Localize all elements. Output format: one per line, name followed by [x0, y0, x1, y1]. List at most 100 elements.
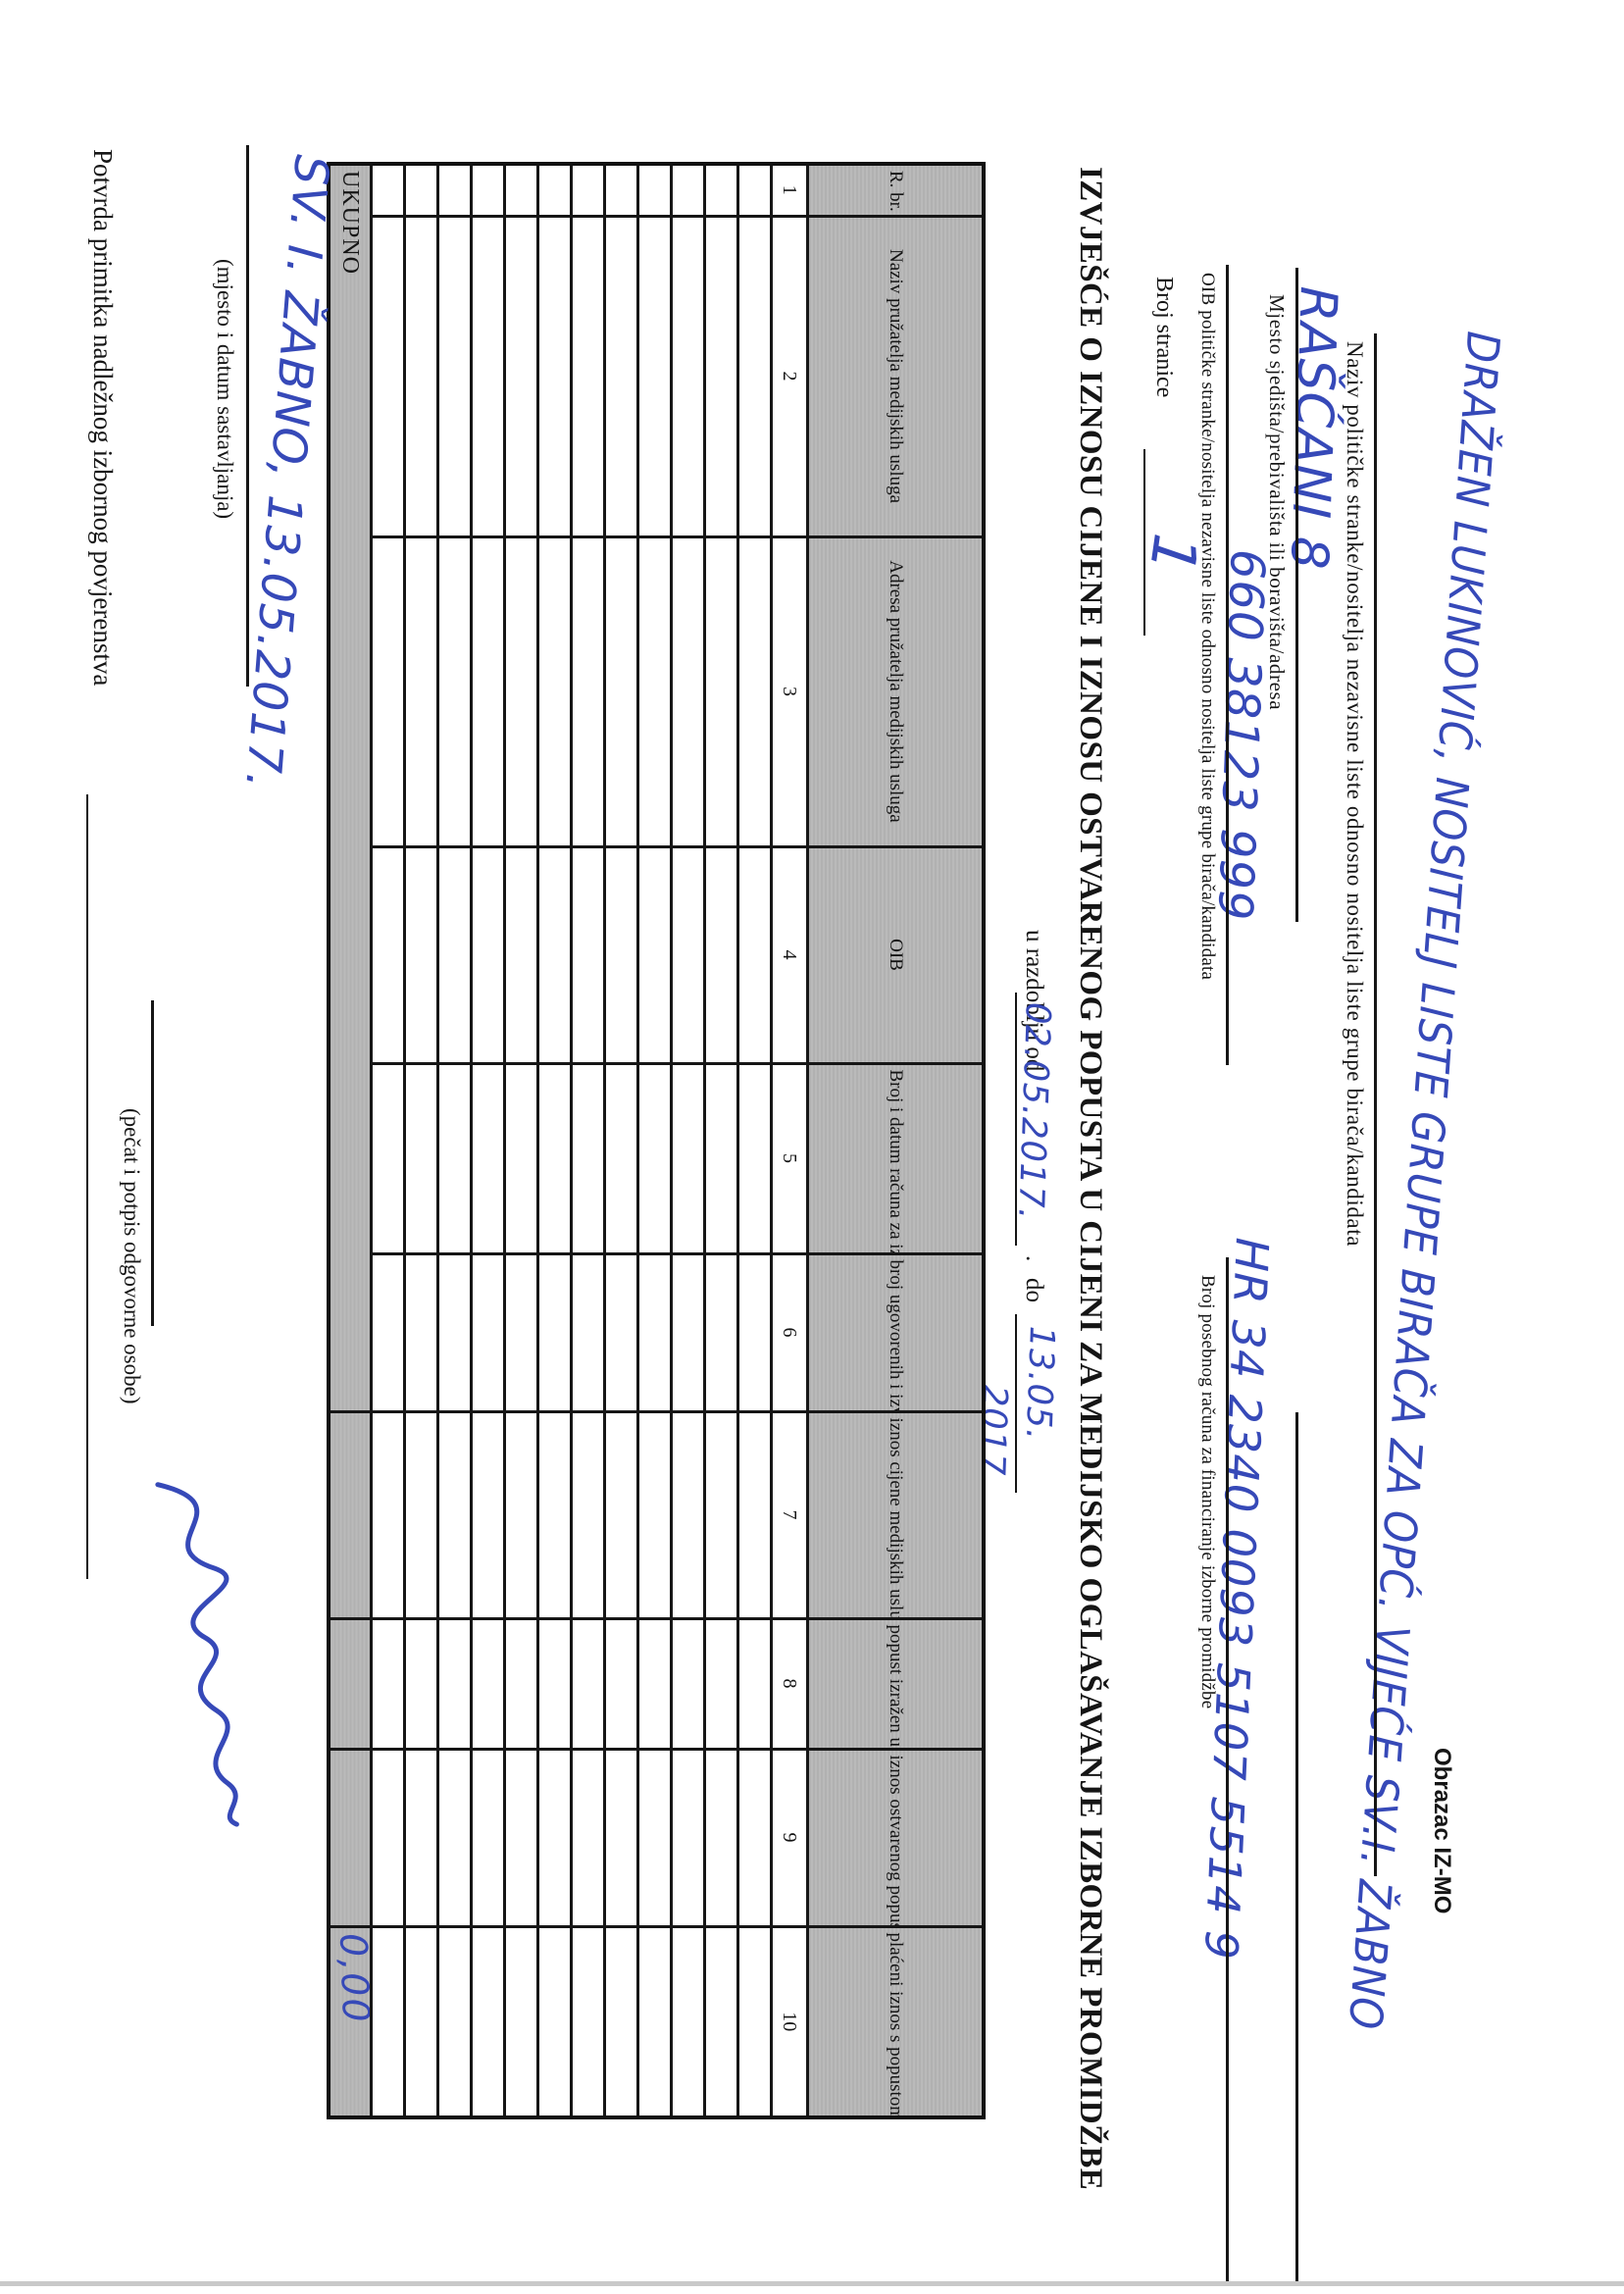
empty-cell: [637, 1411, 672, 1618]
empty-cell: [404, 846, 438, 1063]
empty-cell: [471, 1063, 505, 1253]
empty-cell: [671, 1749, 705, 1926]
empty-cell: [637, 1063, 672, 1253]
place-date-rule: [246, 145, 249, 687]
field-label-racun: Broj posebnog računa za financiranje izb…: [1197, 1275, 1218, 1709]
empty-cell: [604, 846, 638, 1063]
empty-cell: [471, 1749, 505, 1926]
table-row: [537, 164, 572, 2117]
empty-cell: [471, 1926, 505, 2117]
empty-cell: [604, 1253, 638, 1411]
empty-cell: [671, 216, 705, 536]
empty-cell: [537, 1253, 572, 1411]
column-number-cell: 6: [771, 1253, 808, 1411]
empty-cell: [437, 1926, 472, 2117]
empty-cell: [671, 1618, 705, 1749]
empty-cell: [371, 164, 405, 216]
handwritten-address: RAŠĆANI 8: [1278, 284, 1347, 572]
table-row: [704, 164, 738, 2117]
empty-cell: [404, 164, 438, 216]
empty-cell: [437, 216, 472, 536]
column-header: R. br.: [807, 164, 984, 216]
empty-cell: [371, 1749, 405, 1926]
empty-cell: [437, 1253, 472, 1411]
empty-cell: [471, 1253, 505, 1411]
empty-cell: [737, 1253, 772, 1411]
empty-cell: [437, 164, 472, 216]
period-rule-to: [1015, 1314, 1017, 1493]
total-cell-9: [329, 1749, 372, 1926]
empty-cell: [737, 216, 772, 536]
column-header: iznos cijene medijskih usluga bez popust…: [807, 1411, 984, 1618]
total-label-cell: UKUPNO: [329, 164, 372, 1411]
total-cell-10: 0,00: [329, 1926, 372, 2117]
empty-cell: [604, 1063, 638, 1253]
report-table: R. br. Naziv pružatelja medijskih usluga A…: [327, 162, 986, 2119]
form-title: IZVJEŠĆE O IZNOSU CIJENE I IZNOSU OSTVAR…: [1073, 167, 1108, 2191]
handwritten-page-number: 1: [1135, 529, 1212, 580]
empty-cell: [737, 1063, 772, 1253]
empty-cell: [704, 846, 738, 1063]
empty-cell: [371, 1926, 405, 2117]
empty-cell: [471, 216, 505, 536]
empty-cell: [571, 536, 605, 846]
empty-cell: [571, 1411, 605, 1618]
empty-cell: [671, 164, 705, 216]
empty-cell: [671, 1063, 705, 1253]
total-row: UKUPNO 0,00: [329, 164, 372, 2117]
column-number-cell: 4: [771, 846, 808, 1063]
column-number-cell: 9: [771, 1749, 808, 1926]
table-row: [571, 164, 605, 2117]
empty-cell: [671, 1926, 705, 2117]
empty-cell: [637, 216, 672, 536]
column-header: broj ugovorenih i izvršenih medijskih us…: [807, 1253, 984, 1411]
empty-cell: [737, 846, 772, 1063]
handwritten-total: 0,00: [331, 1931, 372, 2024]
empty-cell: [571, 846, 605, 1063]
empty-cell: [637, 1749, 672, 1926]
empty-cell: [637, 846, 672, 1063]
table-row: [437, 164, 472, 2117]
report-table-wrapper: R. br. Naziv pružatelja medijskih usluga A…: [327, 162, 986, 2119]
empty-cell: [671, 1411, 705, 1618]
table-row: [637, 164, 672, 2117]
empty-cell: [371, 846, 405, 1063]
handwritten-place-date: SV. I. ŽABNO, 13.05.2017.: [234, 152, 339, 792]
table-row: [604, 164, 638, 2117]
empty-cell: [571, 216, 605, 536]
column-header: OIB: [807, 846, 984, 1063]
empty-cell: [437, 1063, 472, 1253]
empty-cell: [637, 1253, 672, 1411]
column-header: Adresa pružatelja medijskih usluga: [807, 536, 984, 846]
total-cell-8: [329, 1618, 372, 1749]
column-header: popust izražen u postotku: [807, 1618, 984, 1749]
empty-cell: [371, 216, 405, 536]
empty-cell: [604, 536, 638, 846]
table-row: [671, 164, 705, 2117]
empty-cell: [604, 1411, 638, 1618]
empty-cell: [604, 216, 638, 536]
empty-cell: [737, 536, 772, 846]
empty-cell: [404, 536, 438, 846]
empty-cell: [371, 1253, 405, 1411]
empty-cell: [571, 1618, 605, 1749]
field-rule-naziv: [1374, 333, 1377, 1876]
empty-cell: [704, 1063, 738, 1253]
empty-cell: [504, 164, 538, 216]
empty-cell: [671, 536, 705, 846]
empty-cell: [504, 846, 538, 1063]
table-header-row: R. br. Naziv pružatelja medijskih usluga A…: [807, 164, 984, 2117]
empty-cell: [504, 216, 538, 536]
empty-cell: [371, 1411, 405, 1618]
empty-cell: [704, 1253, 738, 1411]
period-do-label: do: [1021, 1278, 1047, 1302]
column-number-cell: 3: [771, 536, 808, 846]
empty-cell: [637, 536, 672, 846]
table-row: [471, 164, 505, 2117]
empty-cell: [471, 846, 505, 1063]
empty-cell: [604, 1926, 638, 2117]
empty-cell: [371, 536, 405, 846]
field-rule-mjesto: [1295, 268, 1298, 922]
